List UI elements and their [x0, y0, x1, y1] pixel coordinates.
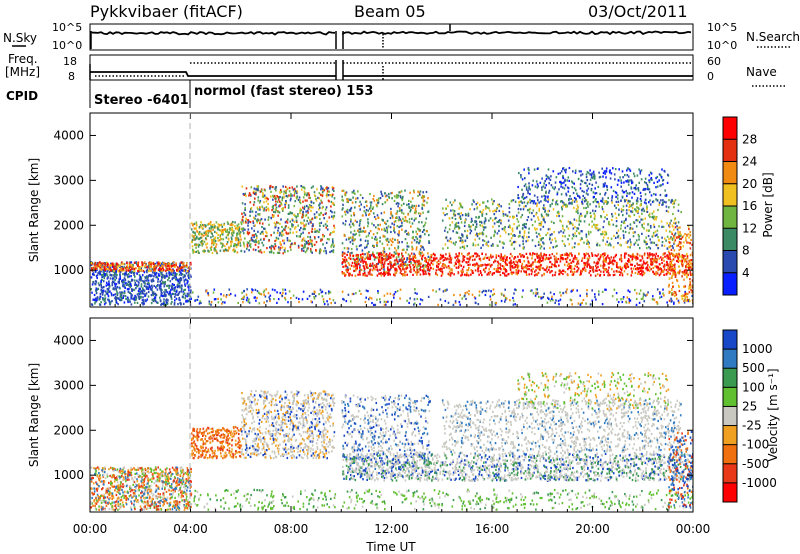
station-title: Pykkvibaer (fitACF): [90, 2, 243, 21]
nsky-left-tick-top: 10^5: [52, 21, 82, 34]
beam-title: Beam 05: [354, 2, 426, 21]
power-colorbar: 4 8 12 16 20 24 28: [722, 116, 757, 296]
colorbar-tick-label: 16: [742, 199, 757, 213]
colorbar-tick-label: 100: [742, 380, 765, 394]
colorbar-tick-label: 24: [742, 155, 757, 169]
freq-panel: Freq. [MHz] 18 8 60 0 Nave: [5, 52, 785, 87]
freq-left-tick-top: 18: [63, 55, 77, 68]
xtick-label: 08:00: [274, 522, 309, 536]
colorbar-tick-label: -100: [742, 438, 769, 452]
velocity-colorbar-label: Velocity [m s⁻¹]: [766, 368, 780, 461]
freq-unit-label: [MHz]: [5, 65, 40, 79]
power-panel: 1000 2000 3000 4000 Slant Range [km] 4 8 12 16…: [27, 112, 775, 308]
velocity-colorbar: 1000 500 100 25 -25 -100 -500 -1000: [722, 329, 777, 503]
nave-right-tick-bottom: 0: [707, 70, 714, 83]
colorbar-tick-label: 8: [742, 244, 750, 258]
ytick-label: 2000: [53, 423, 84, 437]
power-colorbar-label: Power [dB]: [761, 172, 775, 237]
freq-left-tick-bottom: 8: [68, 70, 75, 83]
xtick-label: 00:00: [676, 522, 711, 536]
nsky-label: N.Sky: [3, 31, 37, 45]
power-ylabel: Slant Range [km]: [27, 158, 41, 262]
colorbar-tick-label: 25: [742, 399, 757, 413]
colorbar-tick-label: 4: [742, 266, 750, 280]
xtick-label: 16:00: [475, 522, 510, 536]
ytick-label: 3000: [53, 173, 84, 187]
ytick-label: 4000: [53, 128, 84, 142]
ytick-label: 2000: [53, 218, 84, 232]
cpid-panel: CPID Stereo -6401 normol (fast stereo) 1…: [6, 80, 373, 108]
ytick-label: 3000: [53, 378, 84, 392]
nave-right-tick-top: 60: [707, 55, 721, 68]
colorbar-tick-label: -25: [742, 419, 762, 433]
nsky-left-tick-bottom: 10^0: [52, 39, 82, 52]
nave-label: Nave: [746, 65, 777, 79]
velocity-ylabel: Slant Range [km]: [27, 363, 41, 467]
colorbar-tick-label: 28: [742, 132, 757, 146]
colorbar-tick-label: 1000: [742, 342, 773, 356]
colorbar-tick-label: -1000: [742, 476, 777, 490]
nsearch-right-tick-bottom: 10^0: [707, 39, 737, 52]
cpid-label: CPID: [6, 89, 38, 103]
ytick-label: 1000: [53, 263, 84, 277]
xtick-label: 12:00: [374, 522, 409, 536]
cpid-segment-stereo: Stereo -6401: [94, 93, 189, 108]
cpid-segment-normal: normol (fast stereo) 153: [194, 84, 373, 99]
freq-label: Freq.: [8, 52, 38, 66]
date-title: 03/Oct/2011: [588, 2, 688, 21]
xtick-label: 04:00: [173, 522, 208, 536]
xtick-label: 00:00: [73, 522, 108, 536]
nsearch-right-tick-top: 10^5: [707, 21, 737, 34]
velocity-panel: 1000 2000 3000 4000 Slant Range [km] 1000 50…: [27, 317, 780, 554]
colorbar-tick-label: 500: [742, 361, 765, 375]
xtick-label: 20:00: [575, 522, 610, 536]
nsearch-label: N.Search: [746, 30, 800, 44]
nsky-panel: N.Sky 10^5 10^0 10^5 10^0 N.Search: [3, 21, 800, 52]
colorbar-tick-label: -500: [742, 457, 769, 471]
ytick-label: 4000: [53, 333, 84, 347]
nsky-trace: [91, 30, 692, 36]
time-xlabel: Time UT: [365, 540, 416, 554]
ytick-label: 1000: [53, 468, 84, 482]
colorbar-tick-label: 20: [742, 177, 757, 191]
colorbar-tick-label: 12: [742, 221, 757, 235]
